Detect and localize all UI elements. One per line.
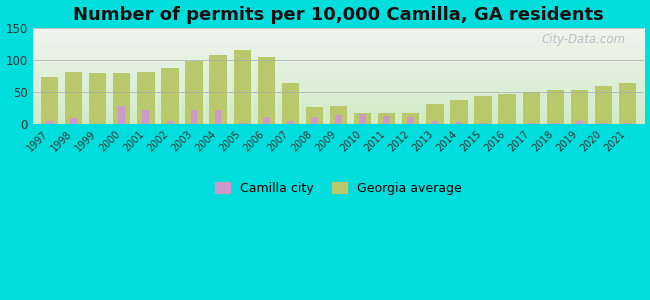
Bar (402, 113, 419, 124)
Bar (523, 92, 540, 124)
Bar (70, 118, 77, 124)
Bar (499, 94, 516, 124)
Bar (474, 96, 492, 124)
Bar (432, 121, 438, 124)
Bar (306, 107, 323, 124)
Bar (142, 110, 150, 124)
Bar (576, 121, 583, 124)
Bar (311, 117, 318, 124)
Bar (619, 82, 636, 124)
Title: Number of permits per 10,000 Camilla, GA residents: Number of permits per 10,000 Camilla, GA… (73, 6, 604, 24)
Bar (595, 86, 612, 124)
Bar (113, 73, 131, 124)
Bar (185, 61, 203, 124)
Bar (354, 113, 371, 124)
Bar (450, 100, 467, 124)
Bar (239, 123, 246, 124)
Bar (281, 82, 299, 124)
Bar (41, 77, 58, 124)
Bar (287, 121, 294, 124)
Bar (190, 110, 198, 124)
Bar (624, 123, 631, 124)
Bar (384, 116, 390, 124)
Bar (378, 113, 395, 124)
Text: City-Data.com: City-Data.com (542, 33, 626, 46)
Bar (456, 122, 462, 124)
Bar (408, 117, 414, 124)
Bar (426, 104, 443, 124)
Bar (46, 121, 53, 124)
Bar (552, 123, 559, 124)
Bar (233, 50, 251, 124)
Bar (600, 123, 607, 124)
Bar (359, 114, 366, 124)
Bar (89, 73, 107, 124)
Bar (209, 55, 227, 124)
Bar (118, 106, 125, 124)
Bar (480, 123, 486, 124)
Bar (137, 72, 155, 124)
Legend: Camilla city, Georgia average: Camilla city, Georgia average (210, 177, 467, 200)
Bar (528, 123, 534, 124)
Bar (161, 68, 179, 124)
Bar (65, 72, 83, 124)
Bar (547, 90, 564, 124)
Bar (330, 106, 347, 124)
Bar (214, 110, 222, 124)
Bar (257, 57, 275, 124)
Bar (263, 117, 270, 124)
Bar (335, 115, 342, 124)
Bar (571, 90, 588, 124)
Bar (166, 121, 174, 124)
